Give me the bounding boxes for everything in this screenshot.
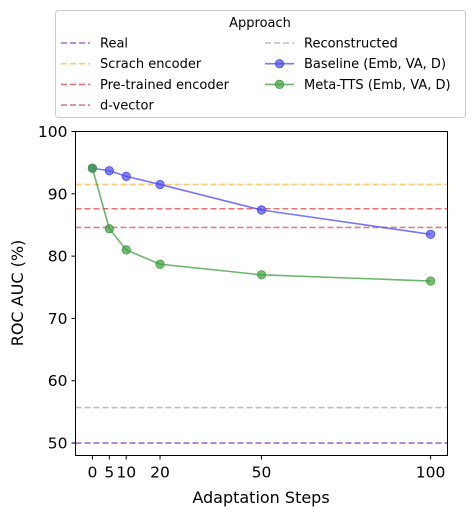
legend-entry-meta-tts-emb-va-d: Meta-TTS (Emb, VA, D): [265, 78, 451, 93]
legend-marker: [274, 79, 285, 90]
legend-entry-pre-trained-encoder: Pre-trained encoder: [61, 78, 230, 93]
x-tick-label: 50: [252, 464, 272, 482]
legend-label: Real: [100, 37, 128, 52]
data-point-baseline-emb-va-d: [155, 179, 165, 190]
legend-marker: [274, 59, 285, 69]
y-tick-label: 50: [48, 435, 68, 453]
legend-label: Pre-trained encoder: [100, 78, 230, 93]
legend: Approach Real Scrach encoder Pre-trained e…: [55, 10, 466, 118]
y-tick-label: 100: [38, 123, 68, 141]
data-point-meta-tts-emb-va-d: [155, 259, 165, 269]
legend-label: d-vector: [100, 99, 154, 114]
legend-entry-d-vector: d-vector: [61, 99, 154, 114]
legend-entry-real: Real: [61, 37, 128, 52]
legend-title: Approach: [229, 16, 291, 31]
data-point-baseline-emb-va-d: [104, 166, 114, 176]
series-line-meta-tts-emb-va-d: [91, 168, 431, 282]
x-tick-label: 0: [87, 464, 97, 482]
legend-label: Scrach encoder: [100, 57, 202, 72]
data-point-meta-tts-emb-va-d: [121, 245, 131, 255]
y-axis-label: ROC AUC (%): [8, 240, 27, 347]
data-point-meta-tts-emb-va-d: [425, 276, 436, 286]
data-point-baseline-emb-va-d: [425, 229, 436, 239]
data-point-baseline-emb-va-d: [121, 171, 131, 181]
legend-frame: [55, 10, 466, 118]
y-tick-label: 90: [48, 185, 68, 203]
y-tick-label: 60: [48, 372, 68, 390]
x-tick-label: 5: [104, 464, 114, 482]
x-tick-label: 100: [416, 464, 446, 482]
legend-label: Reconstructed: [304, 37, 398, 52]
legend-entry-reconstructed: Reconstructed: [265, 37, 398, 52]
legend-entry-scrach-encoder: Scrach encoder: [61, 57, 202, 72]
data-point-meta-tts-emb-va-d: [256, 270, 267, 280]
data-point-meta-tts-emb-va-d: [104, 224, 114, 234]
series-line-baseline-emb-va-d: [92, 167, 431, 236]
legend-label: Meta-TTS (Emb, VA, D): [304, 78, 451, 93]
legend-entry-baseline-emb-va-d: Baseline (Emb, VA, D): [265, 57, 446, 72]
y-tick-label: 70: [48, 310, 68, 328]
x-axis-label: Adaptation Steps: [192, 488, 329, 507]
legend-label: Baseline (Emb, VA, D): [304, 57, 446, 72]
x-tick-label: 20: [150, 464, 170, 482]
y-tick-label: 80: [48, 248, 68, 266]
plot-area: 0 5 10 20 50 100 50 60 70 80 90 100: [38, 123, 448, 482]
data-point-baseline-emb-va-d: [256, 205, 267, 215]
data-point-meta-tts-emb-va-d: [87, 163, 98, 173]
x-tick-label: 10: [116, 464, 136, 482]
